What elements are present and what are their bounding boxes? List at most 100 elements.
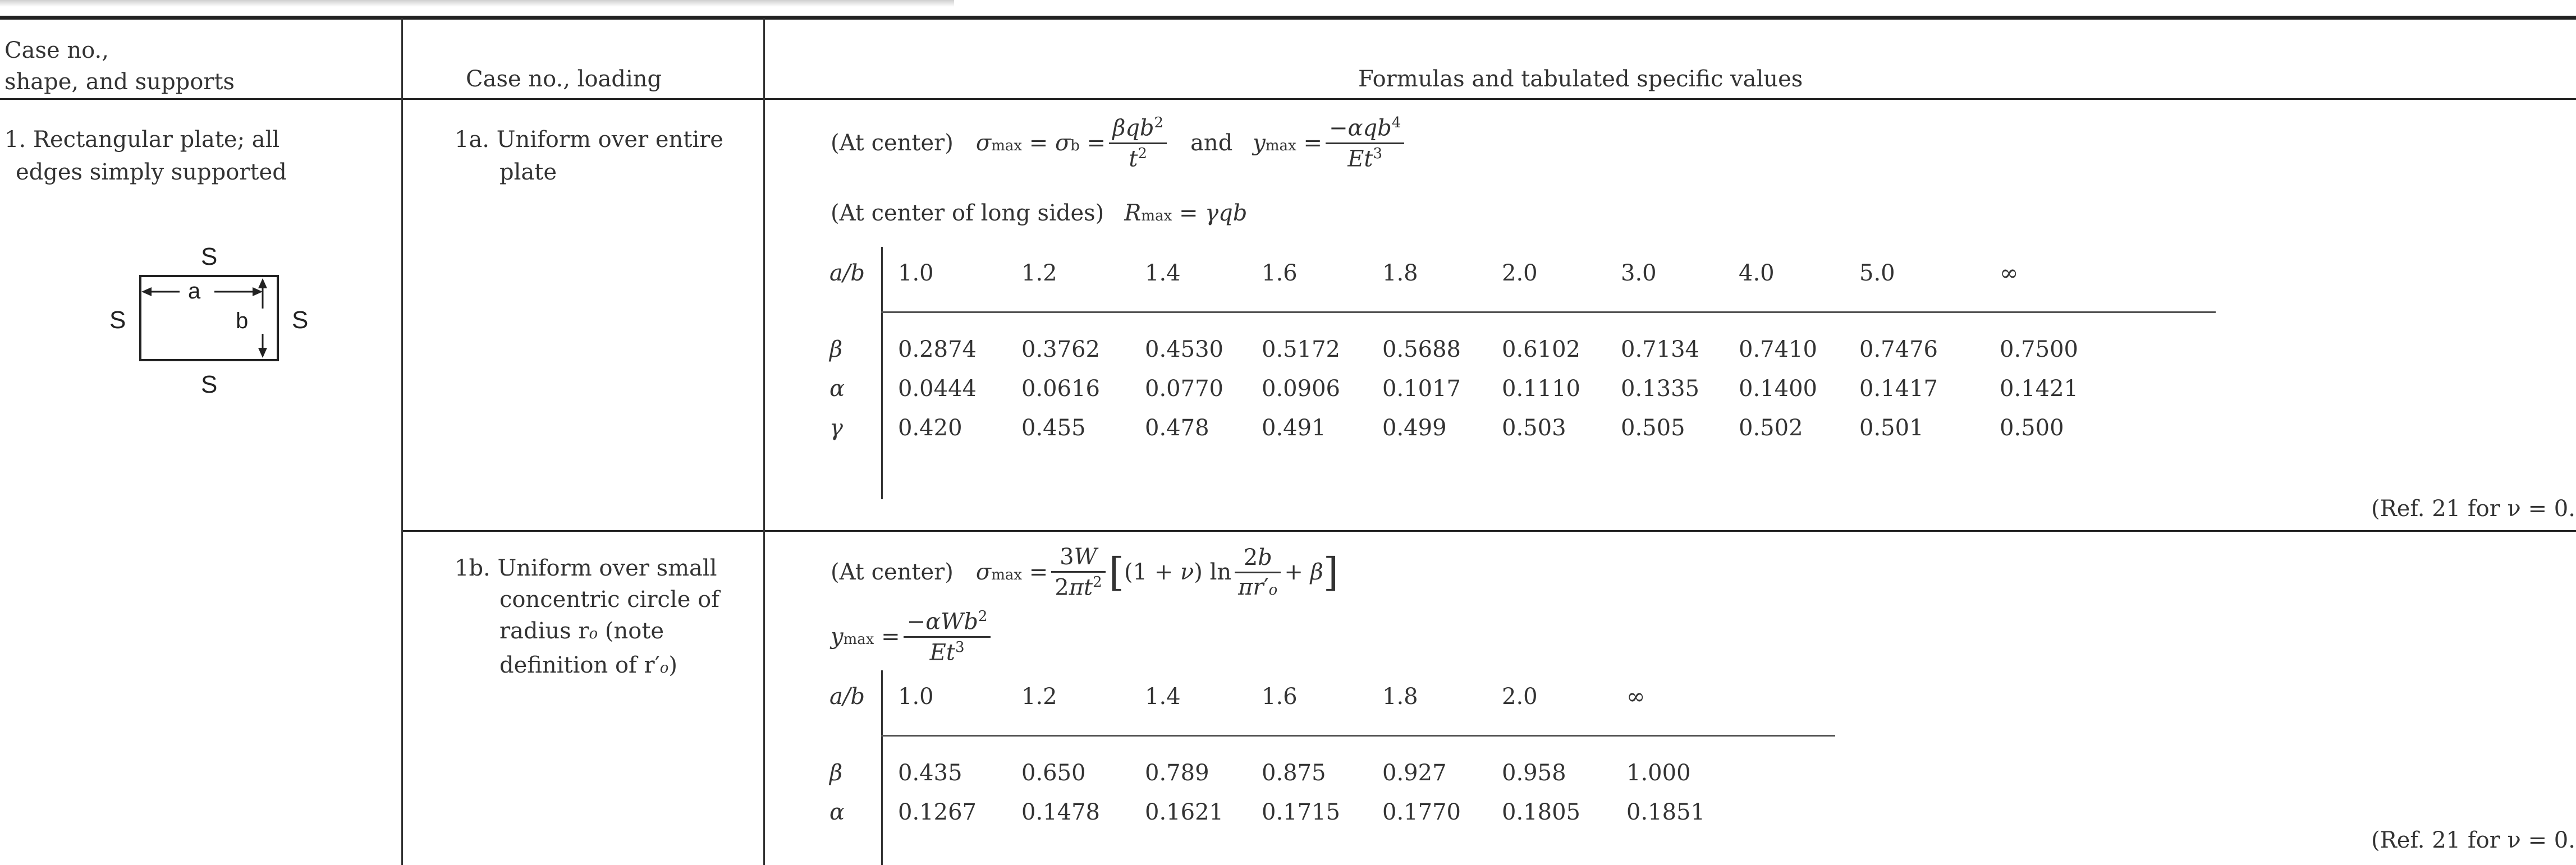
table-col-header: 1.6	[1262, 684, 1298, 710]
table-cell: 0.927	[1382, 760, 1447, 786]
table-col-header: 1.8	[1382, 684, 1418, 710]
table-row-label: γ	[829, 415, 843, 441]
support-bottom-label: S	[201, 371, 217, 398]
table-cell: 0.2874	[898, 337, 977, 362]
case1b-formula-ymax: ymax = −αWb2 Et3	[831, 608, 994, 665]
table-col-header: 1.2	[1021, 684, 1057, 710]
table-cell: 0.1805	[1502, 799, 1580, 825]
one-plus-nu-ln: (1 + ν) ln	[1124, 559, 1232, 585]
case1b-reference: (Ref. 21 for ν = 0.3)	[2371, 827, 2576, 853]
case1a-table-hrule	[881, 311, 2216, 313]
table-cell: 0.1400	[1739, 376, 1817, 402]
table-cell: 0.503	[1502, 415, 1566, 441]
case1a-formula2-prefix: (At center of long sides)	[831, 200, 1104, 226]
header-case-line1: Case no.,	[4, 38, 109, 63]
case1b-y-max: ymax =	[831, 624, 900, 650]
case1a-table-header-label: a/b	[829, 260, 865, 286]
table-cell: 0.7500	[2000, 337, 2078, 362]
case1b-table-header-label: a/b	[829, 684, 865, 710]
case1a-loading: 1a. Uniform over entire plate	[455, 123, 723, 188]
alpha-q-b4-over-et3: −αqb4 Et3	[1325, 114, 1405, 172]
table-cell: 0.7410	[1739, 337, 1817, 362]
dim-b-bottom-head	[258, 348, 267, 358]
case1b-loading-line4: definition of r′o)	[499, 652, 678, 678]
table-col-header: 1.0	[898, 260, 934, 286]
two-b-over-pi-ro: 2b πr′o	[1235, 545, 1281, 600]
table-cell: 0.5172	[1262, 337, 1340, 362]
table-cell: 0.650	[1021, 760, 1086, 786]
table-cell: 0.420	[898, 415, 962, 441]
case1b-loading-line1: 1b. Uniform over small	[455, 555, 717, 581]
table-cell: 1.000	[1626, 760, 1691, 786]
table-cell: 0.7134	[1621, 337, 1699, 362]
column-divider-2	[763, 18, 765, 865]
case1a-formula-center: (At center) σmax = σb = βqb2 t2 and ymax …	[831, 112, 1408, 174]
table-col-header: 1.0	[898, 684, 934, 710]
case1a-formula-and: and	[1190, 130, 1233, 156]
column-divider-1	[401, 18, 403, 865]
cropped-top-text	[0, 0, 954, 7]
table-cell: 0.500	[2000, 415, 2064, 441]
bracket-close: ]	[1323, 549, 1339, 595]
table-col-header: 2.0	[1502, 684, 1538, 710]
beta-q-b2-over-t2: βqb2 t2	[1109, 114, 1167, 172]
table-col-header: 1.6	[1262, 260, 1298, 286]
case1a-formula-long-sides: (At center of long sides) Rmax = γqb	[831, 191, 1247, 236]
y-max-equation: ymax =	[1253, 130, 1322, 156]
table-cell: 0.958	[1502, 760, 1566, 786]
alpha-w-b2-over-et3: −αWb2 Et3	[903, 608, 991, 665]
three-w-over-2pi-t2: 3W 2πt2	[1051, 544, 1106, 600]
case1b-table-vrule	[881, 670, 883, 865]
dim-a-right-head	[253, 287, 263, 296]
support-top-label: S	[201, 243, 217, 270]
case1-title-line2: edges simply supported	[16, 159, 287, 185]
case1a-table-vrule	[881, 247, 883, 499]
table-col-header: 5.0	[1859, 260, 1895, 286]
table-col-header: 2.0	[1502, 260, 1538, 286]
table-cell: 0.435	[898, 760, 962, 786]
case1a-formula-prefix: (At center)	[831, 130, 954, 156]
case1b-loading: 1b. Uniform over small concentric circle…	[455, 553, 719, 684]
support-right-label: S	[292, 306, 308, 334]
table-top-rule	[0, 16, 2576, 20]
table-row-label: α	[829, 799, 845, 825]
table-cell: 0.1017	[1382, 376, 1461, 402]
table-cell: 0.499	[1382, 415, 1447, 441]
header-case-loading: Case no., loading	[466, 66, 662, 92]
table-col-header: 1.2	[1021, 260, 1057, 286]
table-cell: 0.1417	[1859, 376, 1938, 402]
case1-title-line1: 1. Rectangular plate; all	[4, 127, 280, 153]
table-col-header: 3.0	[1621, 260, 1657, 286]
table-row-label: α	[829, 376, 845, 402]
case1a-loading-line1: 1a. Uniform over entire	[455, 127, 723, 153]
case1a-bottom-rule	[401, 530, 2576, 532]
table-cell: 0.0906	[1262, 376, 1340, 402]
dim-b-top-head	[258, 278, 267, 288]
plus-beta: + β	[1284, 559, 1323, 585]
case1b-sigma-max: σmax =	[975, 559, 1048, 585]
table-cell: 0.6102	[1502, 337, 1580, 362]
table-cell: 0.1715	[1262, 799, 1340, 825]
table-cell: 0.491	[1262, 415, 1326, 441]
table-cell: 0.1770	[1382, 799, 1461, 825]
table-cell: 0.1110	[1502, 376, 1580, 402]
header-case-line2: shape, and supports	[4, 69, 235, 95]
table-col-header: ∞	[1626, 684, 1645, 710]
dim-a-left-head	[141, 287, 152, 296]
table-cell: 0.505	[1621, 415, 1685, 441]
table-cell: 0.5688	[1382, 337, 1461, 362]
case1-title: 1. Rectangular plate; all edges simply s…	[4, 123, 287, 188]
dim-a-label: a	[188, 279, 201, 303]
table-cell: 0.4530	[1145, 337, 1223, 362]
table-cell: 0.1851	[1626, 799, 1705, 825]
bracket-expression: [	[1108, 549, 1124, 595]
table-cell: 0.1478	[1021, 799, 1100, 825]
table-cell: 0.0444	[898, 376, 977, 402]
case1b-radius-text: radius r	[499, 618, 589, 644]
table-cell: 0.0770	[1145, 376, 1223, 402]
table-col-header: 1.4	[1145, 260, 1181, 286]
table-cell: 0.0616	[1021, 376, 1100, 402]
table-col-header: 1.8	[1382, 260, 1418, 286]
case1a-loading-line2: plate	[499, 159, 557, 185]
table-cell: 0.478	[1145, 415, 1209, 441]
